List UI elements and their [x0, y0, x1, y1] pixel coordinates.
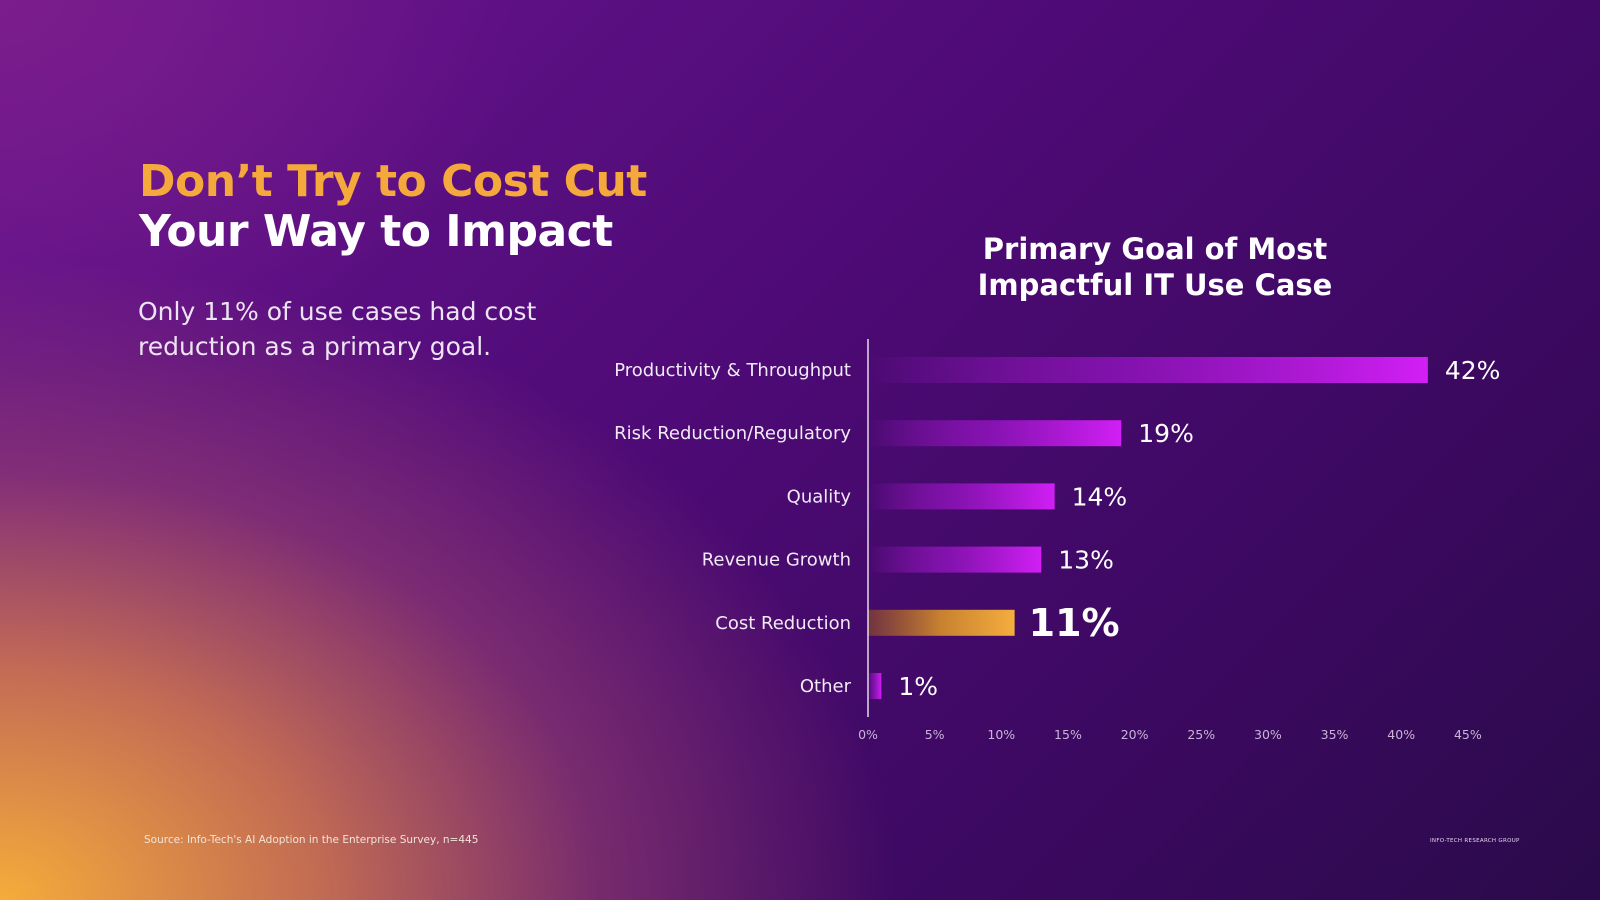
brand-logo-text: INFO-TECH RESEARCH GROUP: [1430, 838, 1520, 844]
value-label-other: 1%: [898, 672, 938, 701]
x-tick-label: 45%: [1454, 727, 1482, 742]
x-tick-label: 15%: [1054, 727, 1082, 742]
category-label-quality: Quality: [787, 486, 852, 507]
category-label-other: Other: [800, 676, 852, 697]
bar-risk-reduction-regulatory: [868, 420, 1122, 447]
chart-title: Primary Goal of Most Impactful IT Use Ca…: [977, 232, 1333, 302]
value-label-productivity-throughput: 42%: [1445, 356, 1501, 385]
subtext: Only 11% of use cases had cost reduction…: [138, 297, 537, 361]
value-label-revenue-growth: 13%: [1058, 546, 1114, 575]
labels-group: Productivity & Throughput 42% Risk Reducti…: [614, 356, 1500, 701]
value-label-quality: 14%: [1072, 482, 1128, 511]
bar-revenue-growth: [868, 546, 1042, 573]
x-tick-label: 35%: [1321, 727, 1349, 742]
bar-quality: [868, 483, 1055, 510]
x-tick-label: 20%: [1121, 727, 1149, 742]
bar-productivity-throughput: [868, 357, 1428, 383]
value-label-cost-reduction: 11%: [1029, 601, 1120, 645]
x-tick-label: 25%: [1187, 727, 1215, 742]
x-axis-ticks: 0% 5% 10% 15% 20% 25% 30% 35% 40% 45%: [858, 727, 1482, 742]
headline: Don’t Try to Cost Cut Your Way to Impact: [139, 157, 647, 257]
category-label-cost-reduction: Cost Reduction: [715, 613, 851, 634]
x-tick-label: 0%: [858, 727, 878, 742]
category-label-productivity-throughput: Productivity & Throughput: [614, 360, 851, 381]
headline-line-1: Don’t Try to Cost Cut: [139, 156, 647, 207]
category-label-revenue-growth: Revenue Growth: [702, 550, 851, 571]
bars-group: [868, 357, 1428, 699]
category-label-risk-reduction-regulatory: Risk Reduction/Regulatory: [614, 423, 851, 444]
headline-line-2: Your Way to Impact: [139, 206, 613, 257]
bar-other: [868, 673, 882, 699]
bar-cost-reduction: [868, 609, 1015, 636]
x-tick-label: 10%: [987, 727, 1015, 742]
x-tick-label: 40%: [1387, 727, 1415, 742]
source-note: Source: Info-Tech's AI Adoption in the E…: [144, 834, 479, 846]
value-label-risk-reduction-regulatory: 19%: [1138, 419, 1194, 448]
x-tick-label: 30%: [1254, 727, 1282, 742]
x-tick-label: 5%: [925, 727, 945, 742]
